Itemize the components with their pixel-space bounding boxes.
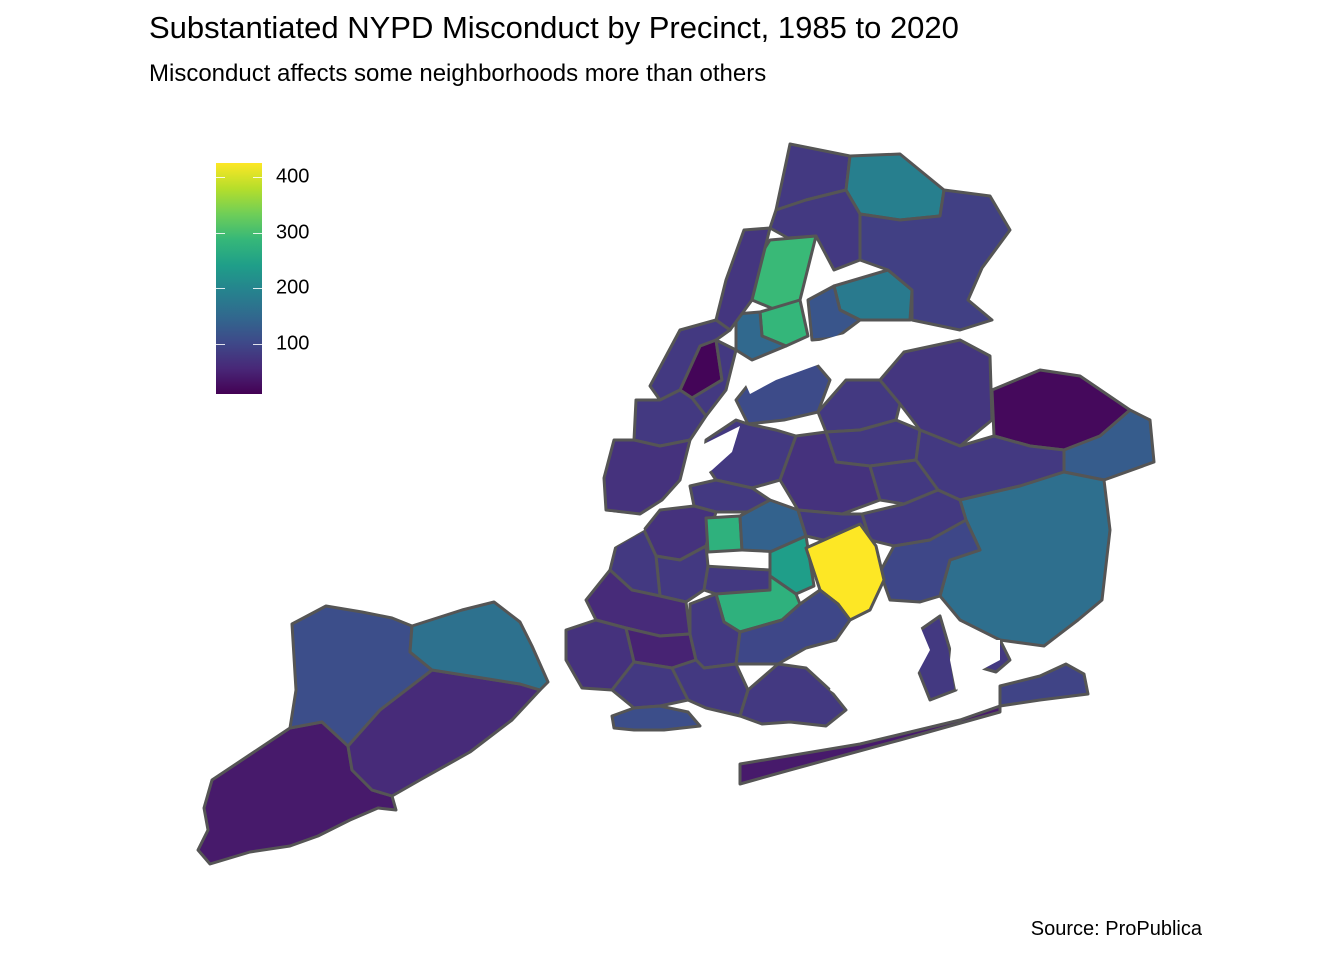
region-queens-ozone-park[interactable] xyxy=(878,518,982,604)
region-brooklyn-prospect[interactable] xyxy=(702,564,772,596)
chart-caption: Source: ProPublica xyxy=(1030,918,1202,940)
region-brooklyn-sheepshead[interactable] xyxy=(738,662,848,728)
chart-subtitle: Misconduct affects some neighborhoods mo… xyxy=(149,60,767,87)
region-manhattan-uws[interactable] xyxy=(648,318,732,402)
region-bronx-soundview[interactable] xyxy=(806,284,862,342)
legend-label: 400 xyxy=(276,165,310,188)
region-queens-rockaway-west[interactable] xyxy=(738,704,1002,786)
region-bronx-northwest[interactable] xyxy=(768,188,862,272)
legend-colorbar xyxy=(216,163,262,394)
region-staten-island-northeast[interactable] xyxy=(408,600,550,692)
legend-label: 200 xyxy=(276,276,310,299)
region-queens-jamaica[interactable] xyxy=(938,470,1112,648)
region-brooklyn-canarsie[interactable] xyxy=(734,588,852,666)
region-manhattan-lower[interactable] xyxy=(602,438,692,516)
legend-label: 100 xyxy=(276,332,310,355)
region-bronx-throgs-neck[interactable] xyxy=(858,188,1012,332)
color-legend: 400 300 200 100 xyxy=(216,163,546,403)
region-brooklyn-bed-stuy[interactable] xyxy=(704,514,744,554)
region-bronx-northeast[interactable] xyxy=(844,152,946,222)
region-queens-rockaway-east[interactable] xyxy=(998,662,1090,708)
chart-title: Substantiated NYPD Misconduct by Precinc… xyxy=(149,10,959,45)
region-brooklyn-gravesend[interactable] xyxy=(670,658,750,718)
region-brooklyn-coney-island[interactable] xyxy=(610,704,702,732)
legend-label: 300 xyxy=(276,221,310,244)
